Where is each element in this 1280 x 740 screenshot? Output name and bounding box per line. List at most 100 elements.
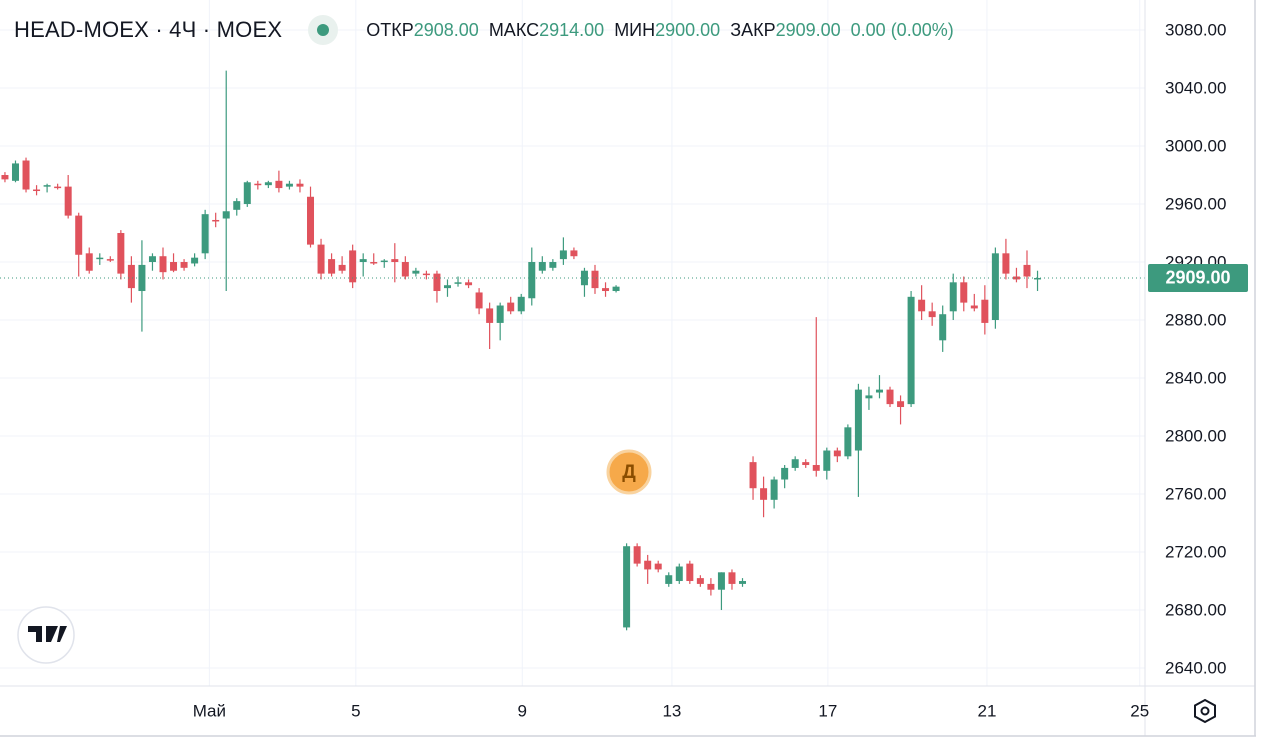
candle-body [170, 262, 178, 271]
y-tick-label: 2720.00 [1165, 543, 1226, 562]
candle-body [907, 296, 915, 405]
last-price-label: 2909.00 [1165, 268, 1230, 288]
x-tick-label: 17 [818, 701, 837, 720]
candle-body [781, 467, 789, 480]
settings-hexagon[interactable] [1194, 698, 1216, 724]
candle-body [486, 308, 494, 323]
candle-body [791, 459, 799, 468]
candle-body [296, 183, 304, 187]
open-label: ОТКР [366, 19, 414, 40]
candle-body [64, 186, 72, 216]
settings-button[interactable] [1194, 698, 1216, 724]
symbol-title: HEAD-MOEX · 4Ч · MOEX [14, 17, 283, 42]
candle-body [475, 292, 483, 309]
settings-center [1200, 706, 1210, 716]
candle-body [644, 560, 652, 570]
candle-body [549, 262, 557, 268]
close-value: 2909.00 [775, 19, 841, 40]
candle-body [991, 253, 999, 321]
candle-body [728, 572, 736, 584]
candle-body [897, 401, 905, 408]
marker-label: Д [622, 462, 636, 483]
candle-body [359, 259, 367, 263]
candle-body [833, 450, 841, 457]
tv-logo[interactable] [17, 606, 75, 664]
grid [0, 0, 1145, 686]
candle-body [949, 282, 957, 312]
legend-header: HEAD-MOEX · 4Ч · MOEX ОТКР 2908.00 МАКС … [14, 14, 964, 46]
candle-body [528, 262, 536, 299]
candle-body [285, 183, 293, 187]
candle-body [422, 273, 430, 276]
high-value: 2914.00 [539, 19, 605, 40]
y-tick-label: 3080.00 [1165, 20, 1226, 39]
x-tick-label: 13 [662, 701, 681, 720]
candle-body [180, 262, 188, 268]
candle-body [465, 282, 473, 286]
candle-body [665, 575, 673, 584]
candle-body [507, 302, 515, 312]
candle-body [275, 180, 283, 189]
candle-body [654, 563, 662, 570]
high-label: МАКС [488, 19, 540, 40]
candle-body [401, 262, 409, 277]
candle-body [33, 189, 41, 192]
candle-body [1023, 264, 1031, 277]
candle-body [96, 257, 104, 260]
candle-body [233, 201, 241, 210]
candle-body [380, 260, 388, 263]
y-tick-label: 2880.00 [1165, 311, 1226, 330]
candle-body [443, 285, 451, 289]
candle-body [307, 196, 315, 245]
candle-body [559, 250, 567, 260]
y-tick-label: 2640.00 [1165, 659, 1226, 678]
low-label: МИН [614, 19, 656, 40]
candle-body [117, 233, 125, 274]
candle-body [802, 462, 810, 466]
change-value: 0.00 (0.00%) [850, 19, 954, 40]
x-tick-label: Май [193, 701, 226, 720]
candle-body [43, 185, 51, 187]
candle-body [254, 183, 262, 186]
candle-body [201, 214, 209, 254]
candle-body [960, 282, 968, 303]
candle-body [686, 563, 694, 582]
candle-body [264, 182, 272, 186]
candle-body [106, 259, 114, 261]
status-dot [317, 24, 330, 36]
candle-body [243, 182, 251, 205]
marker-circle [606, 449, 652, 495]
candle-body [11, 163, 19, 181]
candle-body [886, 389, 894, 405]
candle-body [22, 160, 30, 190]
x-tick-label: 9 [518, 701, 527, 720]
candle-body [854, 389, 862, 451]
y-tick-label: 3000.00 [1165, 137, 1226, 156]
candle-body [875, 389, 883, 393]
x-tick-label: 21 [977, 701, 996, 720]
candle-body [939, 314, 947, 341]
candle-body [739, 581, 747, 584]
candle-body [749, 462, 757, 489]
candle-body [538, 262, 546, 271]
candle-body [317, 244, 325, 274]
candle-body [696, 578, 704, 584]
last-price-box [1148, 263, 1248, 292]
candle-body [812, 465, 820, 471]
candle-body [349, 250, 357, 283]
candle-body [496, 305, 504, 323]
candle-body [85, 253, 93, 271]
candle-body [191, 257, 199, 264]
status-indicator [308, 15, 339, 45]
candle-body [717, 572, 725, 590]
candle-body [391, 259, 399, 263]
ohlc-values: ОТКР 2908.00 МАКС 2914.00 МИН 2900.00 ЗА… [366, 20, 963, 41]
close-label: ЗАКР [730, 19, 776, 40]
candle-body [823, 450, 831, 471]
candle-body [338, 264, 346, 271]
candle-body [570, 250, 578, 257]
logo-glyph [28, 626, 67, 642]
candle-body [212, 219, 220, 222]
axes: 2640.00 2680.00 2720.00 2760.00 2800.00 2840.… [193, 20, 1248, 720]
candle-body [707, 583, 715, 590]
